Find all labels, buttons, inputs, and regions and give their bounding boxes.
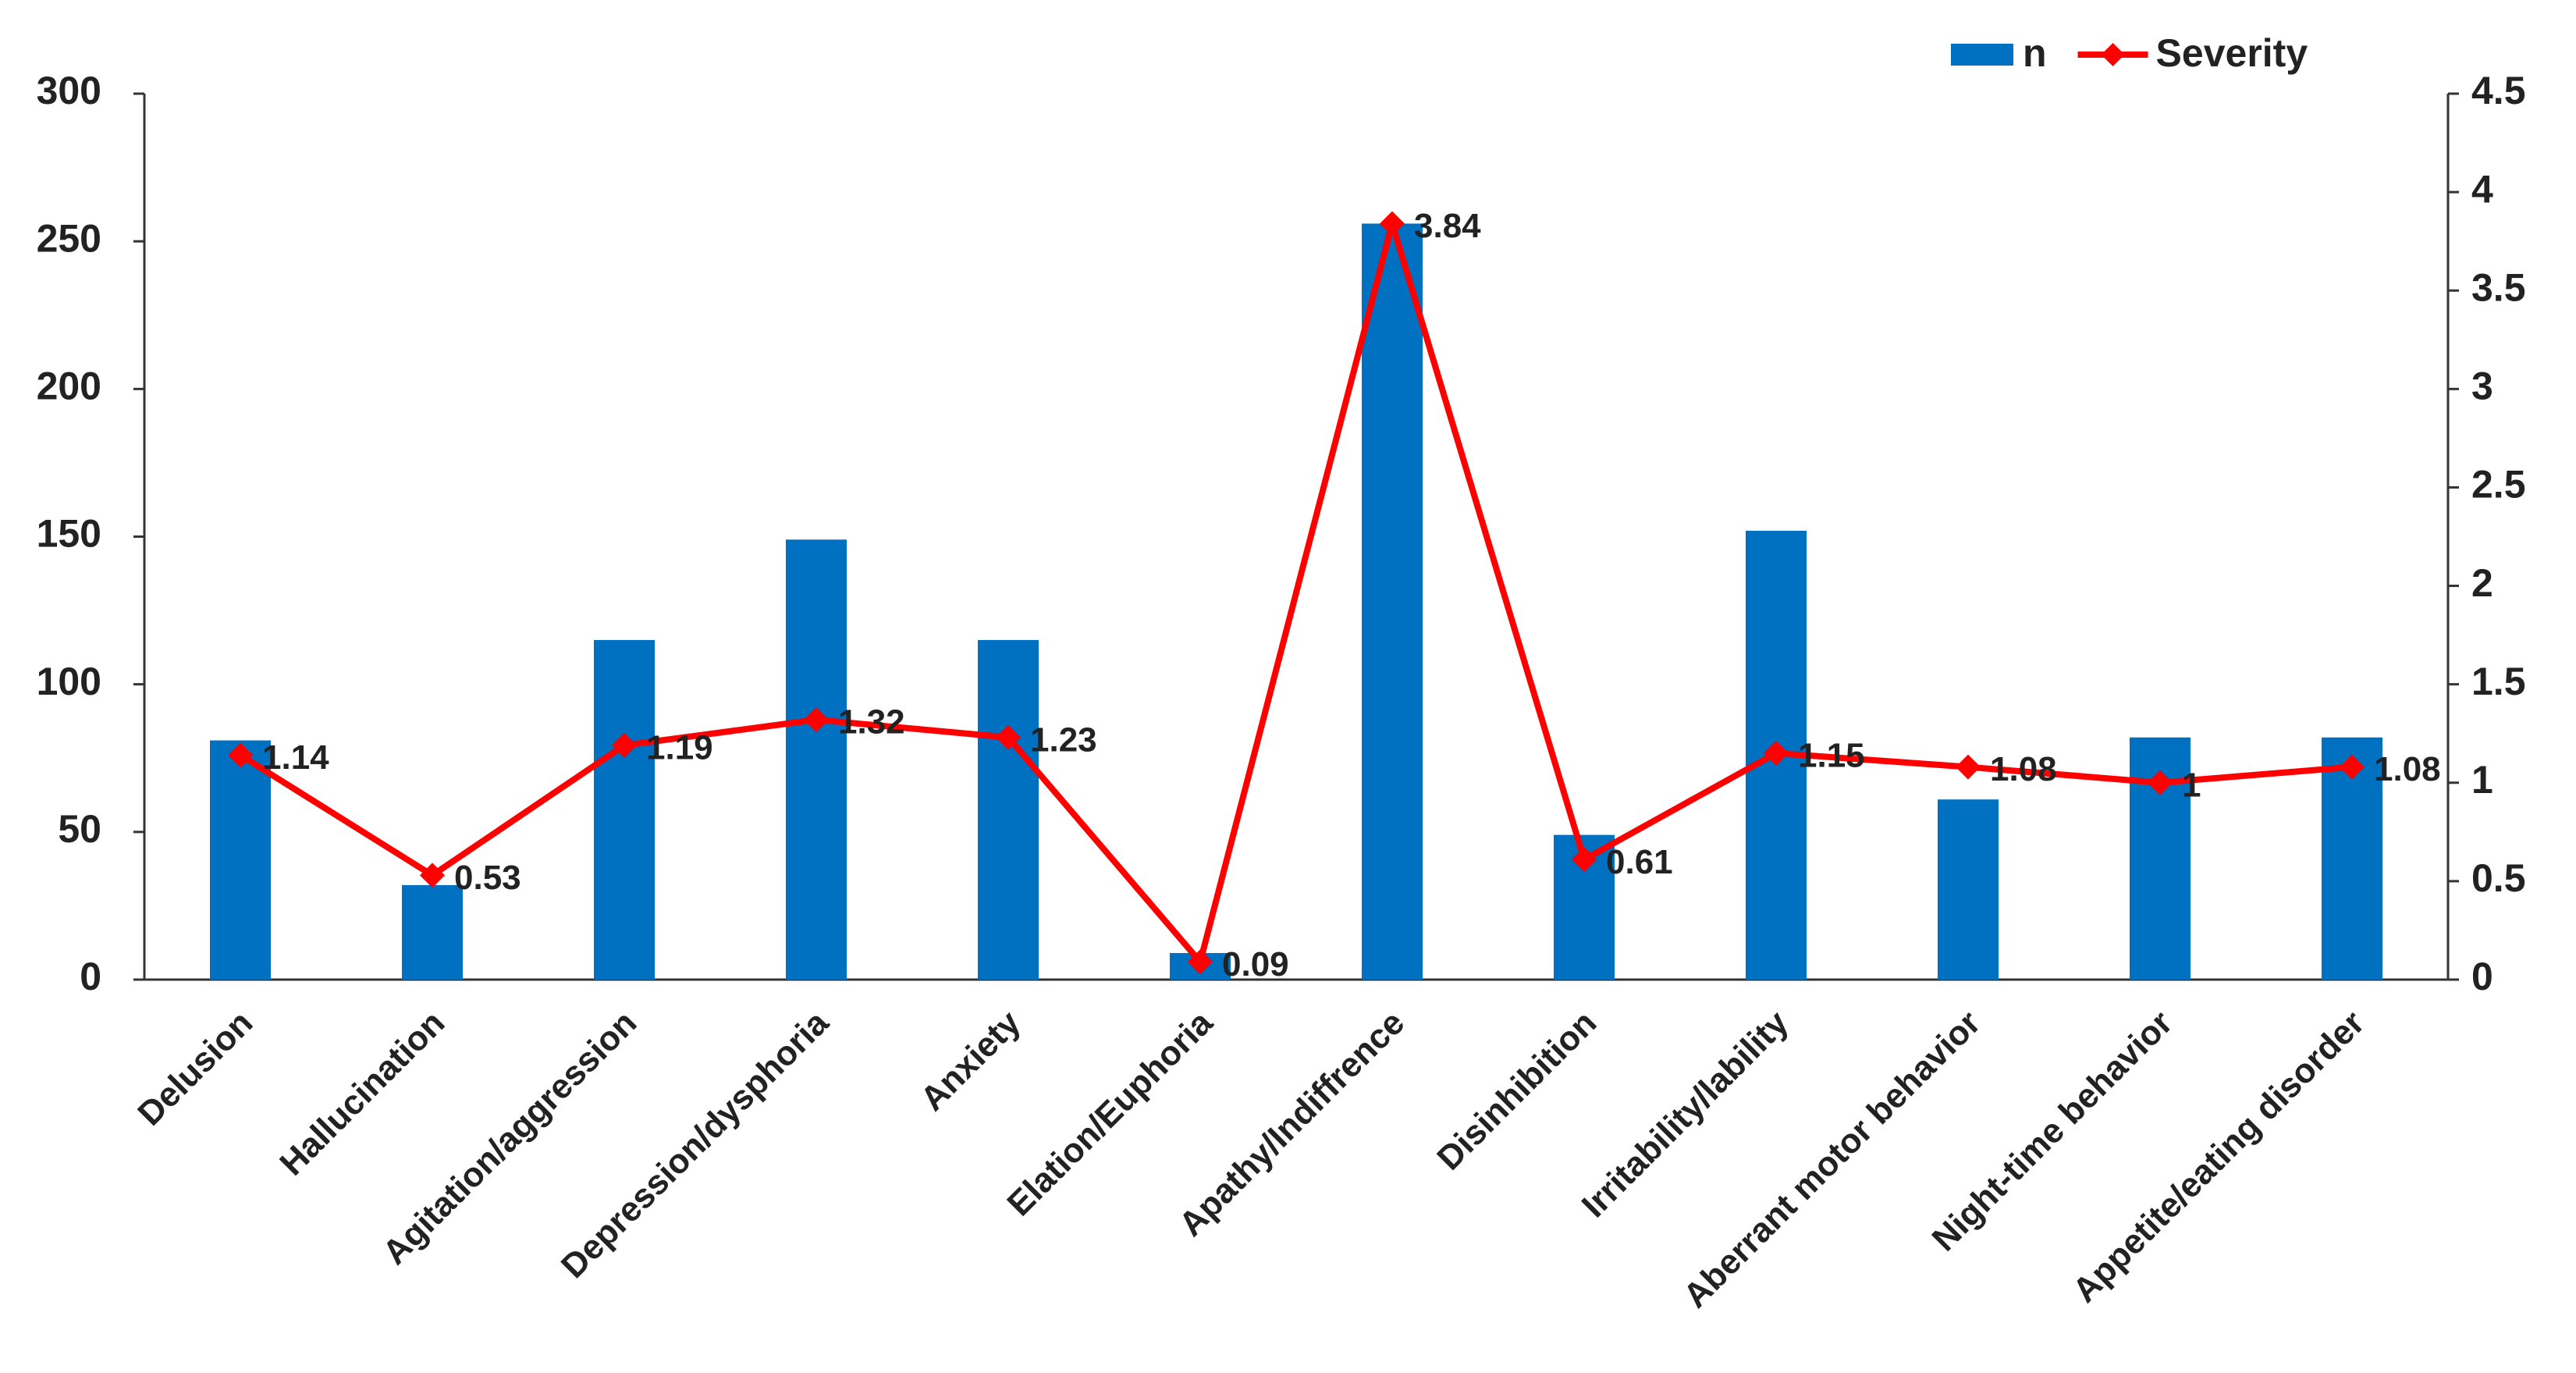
data-label: 0.09 — [1222, 945, 1289, 984]
data-label: 0.53 — [454, 859, 521, 897]
marker — [1764, 740, 1789, 766]
y-tick-label: 250 — [37, 216, 101, 260]
y-tick-label: 50 — [58, 807, 101, 851]
data-label: 1.23 — [1030, 720, 1097, 759]
y-tick-label: 100 — [37, 660, 101, 703]
data-label: 0.61 — [1606, 843, 1673, 881]
y-tick-label: 150 — [37, 512, 101, 556]
marker — [1188, 949, 1213, 975]
y2-tick-label: 4.5 — [2471, 69, 2526, 112]
line — [238, 220, 2353, 966]
marker — [612, 732, 637, 758]
data-label: 1.08 — [1990, 750, 2057, 788]
bar — [1938, 799, 1999, 980]
x-tick-label: Disinhibition — [1430, 1004, 1604, 1178]
y-tick-label: 200 — [37, 365, 101, 408]
marker — [1572, 847, 1597, 873]
y-tick-label: 300 — [37, 69, 101, 112]
x-tick-label: Irritability/lability — [1575, 1003, 1796, 1225]
y2-tick-label: 2.5 — [2471, 463, 2526, 507]
y2-tick-label: 1.5 — [2471, 660, 2526, 703]
data-label: 3.84 — [1414, 207, 1481, 245]
y-tick-label: 0 — [80, 955, 101, 998]
marker — [2148, 770, 2173, 795]
legend-label: n — [2023, 31, 2047, 75]
y2-tick-label: 4 — [2471, 167, 2493, 211]
marker — [420, 863, 445, 888]
data-label: 1.32 — [838, 703, 905, 742]
y2-tick-label: 3.5 — [2471, 265, 2526, 309]
x-tick-label: Anxiety — [913, 1003, 1028, 1118]
bar — [786, 539, 847, 980]
y2-tick-label: 0 — [2471, 955, 2493, 998]
marker — [2340, 754, 2365, 780]
marker — [1956, 754, 1981, 780]
data-label: 1.19 — [646, 728, 713, 767]
x-tick-label: Hallucination — [272, 1004, 452, 1183]
marker — [804, 707, 829, 733]
bar — [210, 740, 271, 980]
y2-tick-label: 2 — [2471, 561, 2493, 605]
legend-marker — [2101, 43, 2125, 66]
bar — [1362, 223, 1423, 980]
x-tick-label: Delusion — [130, 1004, 260, 1133]
legend-label: Severity — [2156, 31, 2308, 75]
y2-tick-label: 3 — [2471, 365, 2493, 408]
y2-tick-label: 0.5 — [2471, 856, 2526, 900]
data-label: 1.15 — [1798, 737, 1865, 775]
x-tick-label: Elation/Euphoria — [1000, 1003, 1220, 1223]
data-label: 1.08 — [2374, 750, 2441, 788]
legend-swatch — [1951, 44, 2013, 66]
marker — [996, 724, 1021, 750]
marker — [1380, 211, 1405, 237]
bar — [594, 639, 655, 980]
bar — [402, 884, 463, 980]
data-label: 1.14 — [262, 738, 329, 777]
bar — [978, 639, 1039, 980]
y2-tick-label: 1 — [2471, 758, 2493, 802]
data-label: 1 — [2182, 766, 2201, 804]
marker — [228, 742, 253, 768]
